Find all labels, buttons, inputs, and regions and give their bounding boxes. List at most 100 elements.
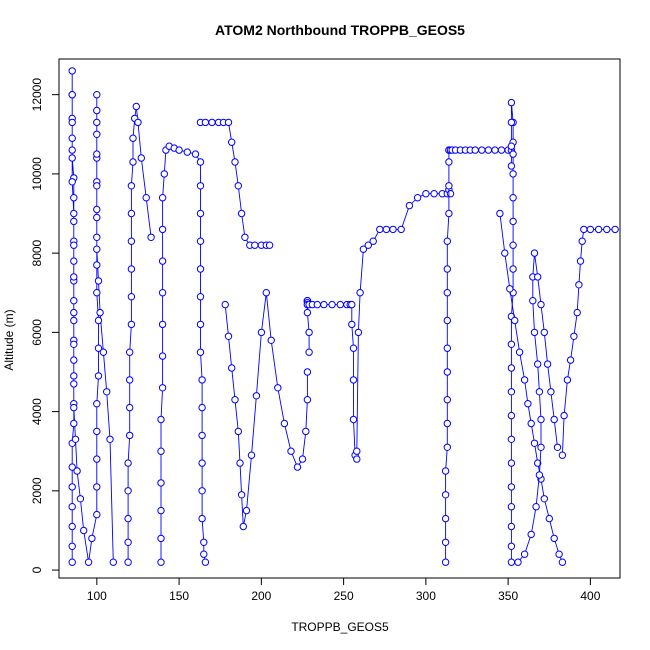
data-point [127,237,136,245]
data-point [443,237,451,245]
data-point [496,209,504,218]
data-point [443,265,451,273]
data-series [507,98,517,566]
data-series [514,249,562,566]
data-point [356,289,364,297]
data-point [353,455,361,463]
data-point [160,170,169,178]
series-line [127,106,152,563]
data-point [534,459,542,467]
data-point [94,344,103,352]
data-point [336,300,344,309]
data-point [158,289,167,297]
data-point [228,138,236,146]
data-point [443,316,451,325]
data-point [287,447,295,455]
data-point [540,495,548,503]
data-point [68,483,76,491]
data-point [507,459,516,467]
data-point [157,479,165,487]
data-point [298,455,307,463]
data-point [93,106,101,115]
data-point [280,419,289,428]
data-point [68,558,76,566]
data-point [353,447,361,455]
data-point [70,217,78,226]
data-point [157,534,165,543]
data-point [68,134,76,142]
data-point [191,150,200,158]
data-point [129,134,137,142]
data-point [76,495,85,503]
data-point [68,178,76,186]
data-point [158,320,167,329]
data-point [558,451,567,459]
data-point [196,348,205,356]
data-point [221,300,229,309]
data-point [507,522,516,531]
data-point [132,102,141,111]
data-point [70,273,78,281]
data-point [537,300,545,309]
data-point [70,209,78,218]
data-point [507,483,516,491]
data-series [496,209,567,566]
data-point [320,300,328,309]
data-point [349,344,358,352]
data-point [127,265,136,273]
data-point [443,368,451,376]
data-point [349,415,358,424]
data-point [293,463,302,471]
data-point [530,439,539,447]
data-point [441,538,450,546]
y-tick-label: 0 [30,566,44,573]
data-point [441,558,450,566]
data-point [157,447,165,455]
data-point [127,209,136,218]
data-point [242,506,251,515]
data-point [497,146,506,154]
data-point [445,182,453,190]
data-point [348,320,356,329]
data-point [530,328,539,337]
data-point [580,225,588,234]
data-point [252,392,261,400]
data-point [239,522,248,531]
data-point [71,435,80,443]
data-point [198,459,206,467]
data-point [507,388,516,396]
data-point [443,443,451,451]
data-point [491,146,499,154]
data-point [443,289,451,297]
data-point [303,368,312,376]
data-point [198,431,206,440]
data-point [545,514,553,523]
data-point [96,308,104,317]
data-series [196,118,274,249]
data-point [328,300,336,309]
data-point [354,328,363,337]
data-point [124,459,132,467]
data-point [313,300,321,309]
data-point [126,431,134,440]
data-point [94,277,103,285]
data-point [237,491,246,499]
data-point [507,118,516,127]
data-point [445,209,453,218]
data-point [175,146,183,154]
data-point [529,297,537,305]
data-point [196,320,205,329]
data-point [103,388,111,396]
x-tick-label: 150 [169,589,189,603]
data-point [94,372,103,380]
x-tick-label: 250 [334,589,354,603]
data-point [237,209,246,218]
data-point [93,427,101,436]
data-point [573,308,581,317]
data-point [236,459,244,467]
data-point [157,558,165,566]
data-point [413,194,422,202]
data-point [441,491,450,499]
data-point [532,503,540,511]
data-point [509,150,517,158]
